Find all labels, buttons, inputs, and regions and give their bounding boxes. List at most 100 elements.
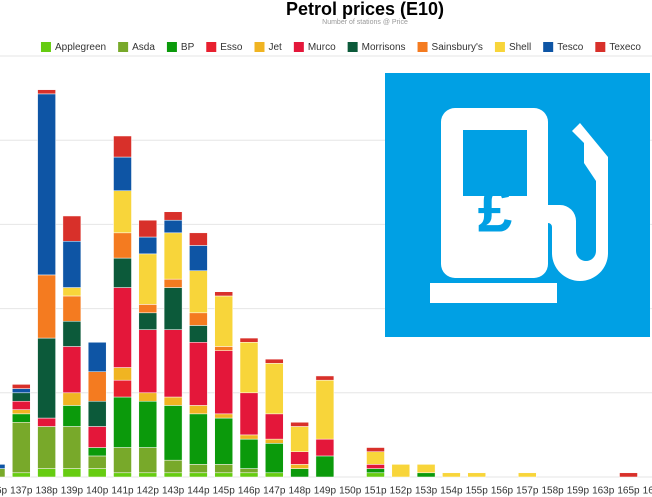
- bar-segment: [315, 375, 335, 381]
- bar-segment: [315, 379, 335, 440]
- bar-segment: [366, 451, 385, 465]
- x-tick-label: 166p: [643, 486, 652, 497]
- x-tick-label: 142p: [137, 486, 160, 497]
- bar-segment: [113, 190, 132, 234]
- bar-segment: [619, 472, 638, 478]
- bar-segment: [416, 472, 436, 478]
- bar-segment: [265, 438, 284, 444]
- bar-segment: [37, 89, 56, 95]
- bar-segment: [189, 413, 208, 465]
- bar-segment: [138, 304, 158, 314]
- bar-segment: [37, 93, 56, 276]
- bar-segment: [163, 405, 183, 461]
- legend-swatch: [293, 42, 304, 52]
- bar-segment: [12, 472, 31, 478]
- bar-segment: [12, 400, 31, 410]
- bar-segment: [189, 312, 208, 326]
- x-tick-label: 139p: [61, 486, 84, 497]
- bar-segment: [87, 371, 107, 402]
- legend-swatch: [347, 42, 358, 52]
- bar-segment: [37, 426, 56, 469]
- bar-segment: [12, 388, 31, 394]
- legend-item: Asda: [118, 42, 155, 53]
- bar-segment: [138, 392, 158, 402]
- bar-segment: [87, 426, 107, 448]
- bar-segment: [113, 472, 132, 478]
- x-tick-label: 146p: [238, 486, 261, 497]
- bar-segment: [87, 400, 107, 427]
- bar-segment: [214, 417, 233, 465]
- bar-segment: [239, 337, 259, 343]
- legend-swatch: [254, 42, 265, 52]
- legend-swatch: [494, 42, 505, 52]
- bar-segment: [416, 464, 436, 474]
- bar-segment: [113, 367, 132, 381]
- bar-segment: [62, 405, 82, 427]
- bar-segment: [290, 426, 309, 452]
- bar-segment: [62, 320, 82, 347]
- bar-segment: [290, 468, 309, 478]
- petrol-icon: £: [385, 73, 650, 337]
- x-tick-label: 154p: [440, 486, 463, 497]
- x-tick-label: 152p: [390, 486, 413, 497]
- bar-segment: [113, 156, 132, 191]
- legend-label: Jet: [269, 42, 283, 53]
- legend-label: Texeco: [609, 42, 641, 53]
- bar-segment: [214, 464, 233, 474]
- bar-segment: [87, 468, 107, 478]
- bar-segment: [265, 413, 284, 440]
- x-axis: 136p137p138p139p140p141p142p143p144p145p…: [0, 486, 652, 497]
- bar-segment: [239, 468, 259, 474]
- x-tick-label: 137p: [10, 486, 33, 497]
- legend-item: Morrisons: [347, 42, 406, 53]
- x-tick-label: 150p: [339, 486, 362, 497]
- legend-item: Murco: [293, 42, 336, 53]
- legend-item: Texeco: [595, 42, 641, 53]
- legend-item: Jet: [254, 42, 283, 53]
- bar-segment: [37, 417, 56, 427]
- bar-segment: [265, 472, 284, 478]
- bar-segment: [239, 342, 259, 394]
- bar-segment: [163, 329, 183, 398]
- bar-segment: [138, 236, 158, 255]
- bar-segment: [214, 413, 233, 419]
- legend-label: Esso: [220, 42, 243, 53]
- bar-segment: [87, 342, 107, 372]
- legend-label: Asda: [132, 42, 155, 53]
- bar-segment: [189, 325, 208, 343]
- bar-segment: [37, 274, 56, 339]
- bar-segment: [12, 384, 31, 389]
- bar-segment: [239, 438, 259, 469]
- bar-segment: [113, 287, 132, 368]
- bar-segment: [62, 215, 82, 242]
- bar-segment: [189, 405, 208, 415]
- x-tick-label: 145p: [213, 486, 236, 497]
- legend-swatch: [118, 42, 129, 52]
- legend-swatch: [206, 42, 217, 52]
- legend-item: Applegreen: [40, 42, 106, 53]
- bar-segment: [214, 472, 233, 478]
- x-tick-label: 155p: [466, 486, 489, 497]
- bar-segment: [37, 468, 56, 478]
- x-tick-label: 163p: [592, 486, 615, 497]
- bar-segment: [467, 472, 486, 478]
- bar-segment: [290, 464, 309, 469]
- bar-segment: [113, 257, 132, 288]
- bar-segment: [87, 455, 107, 469]
- bar-segment: [138, 400, 158, 448]
- bar-segment: [138, 329, 158, 394]
- legend-item: Shell: [494, 42, 531, 53]
- bar-segment: [163, 459, 183, 474]
- bar-segment: [12, 409, 31, 415]
- bar-segment: [113, 232, 132, 259]
- bar-segment: [113, 135, 132, 158]
- legend-label: Sainsbury's: [432, 42, 483, 53]
- x-tick-label: 147p: [263, 486, 286, 497]
- bar-segment: [37, 337, 56, 419]
- bar-segment: [189, 232, 208, 246]
- legend-item: Tesco: [543, 42, 584, 53]
- bar-segment: [290, 451, 309, 465]
- bar-segment: [0, 464, 6, 469]
- legend-label: Murco: [308, 42, 336, 53]
